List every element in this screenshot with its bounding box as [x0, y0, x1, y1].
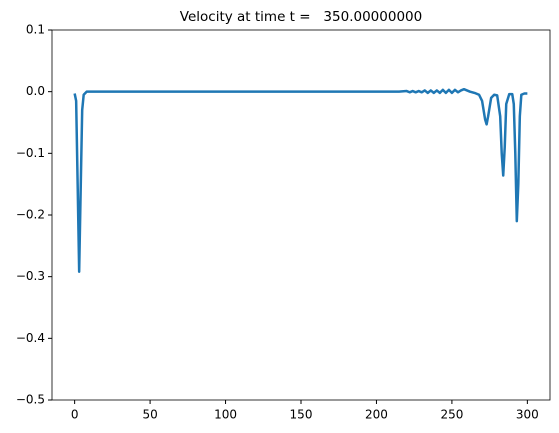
y-tick-label: 0.0: [26, 84, 45, 98]
x-tick-label: 250: [440, 408, 463, 422]
y-tick-label: −0.1: [16, 146, 45, 160]
chart-title: Velocity at time t = 350.00000000: [180, 9, 422, 25]
x-tick-label: 100: [214, 408, 237, 422]
x-tick-label: 200: [365, 408, 388, 422]
x-tick-label: 300: [516, 408, 539, 422]
y-tick-label: 0.1: [26, 23, 45, 37]
y-tick-label: −0.4: [16, 331, 45, 345]
x-tick-label: 150: [290, 408, 313, 422]
y-tick-label: −0.5: [16, 393, 45, 407]
y-tick-label: −0.3: [16, 269, 45, 283]
x-tick-label: 50: [142, 408, 157, 422]
x-tick-label: 0: [71, 408, 79, 422]
line-series: [73, 87, 528, 273]
y-tick-label: −0.2: [16, 208, 45, 222]
plot-frame: [51, 29, 551, 401]
